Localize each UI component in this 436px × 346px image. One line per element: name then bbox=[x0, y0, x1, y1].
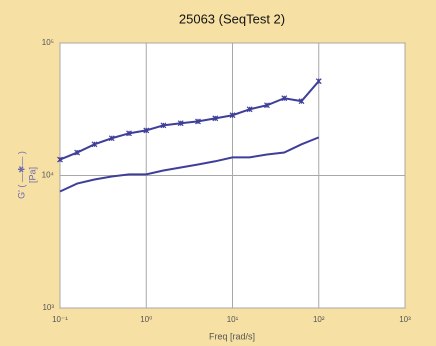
line bbox=[59, 136, 320, 193]
x-tick-label: 10³ bbox=[399, 315, 411, 324]
marker bbox=[195, 118, 201, 125]
y-tick-label: 10⁵ bbox=[42, 38, 54, 47]
x-tick-label: 10² bbox=[313, 315, 325, 324]
x-tick-label: 10¹ bbox=[227, 315, 239, 324]
marker bbox=[160, 122, 167, 129]
y-tick-label: 10³ bbox=[42, 303, 54, 312]
marker bbox=[108, 135, 115, 142]
marker bbox=[246, 106, 253, 113]
x-tick-label: 10⁰ bbox=[140, 315, 152, 324]
marker bbox=[264, 102, 270, 109]
x-tick-label: 10⁻¹ bbox=[52, 315, 68, 324]
y-tick-label: 10⁴ bbox=[42, 171, 55, 180]
marker bbox=[229, 112, 236, 119]
x-axis-label: Freq [rad/s] bbox=[209, 331, 255, 341]
marker bbox=[74, 149, 81, 156]
marker bbox=[281, 95, 288, 102]
marker bbox=[315, 78, 322, 85]
y-axis-label: G' ( —✱— ) bbox=[16, 151, 26, 199]
chart-title: 25063 (SeqTest 2) bbox=[179, 11, 285, 26]
marker bbox=[91, 141, 98, 148]
marker bbox=[143, 127, 150, 134]
y-axis-unit: [Pa] bbox=[27, 167, 37, 183]
line bbox=[59, 80, 320, 161]
marker bbox=[177, 120, 184, 127]
marker bbox=[212, 115, 219, 122]
marker bbox=[126, 130, 132, 137]
marker bbox=[57, 156, 63, 163]
marker bbox=[298, 98, 305, 105]
